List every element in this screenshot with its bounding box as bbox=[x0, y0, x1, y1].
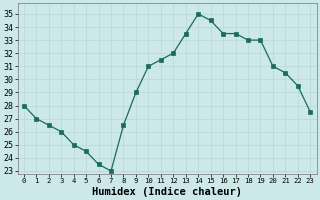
X-axis label: Humidex (Indice chaleur): Humidex (Indice chaleur) bbox=[92, 186, 242, 197]
